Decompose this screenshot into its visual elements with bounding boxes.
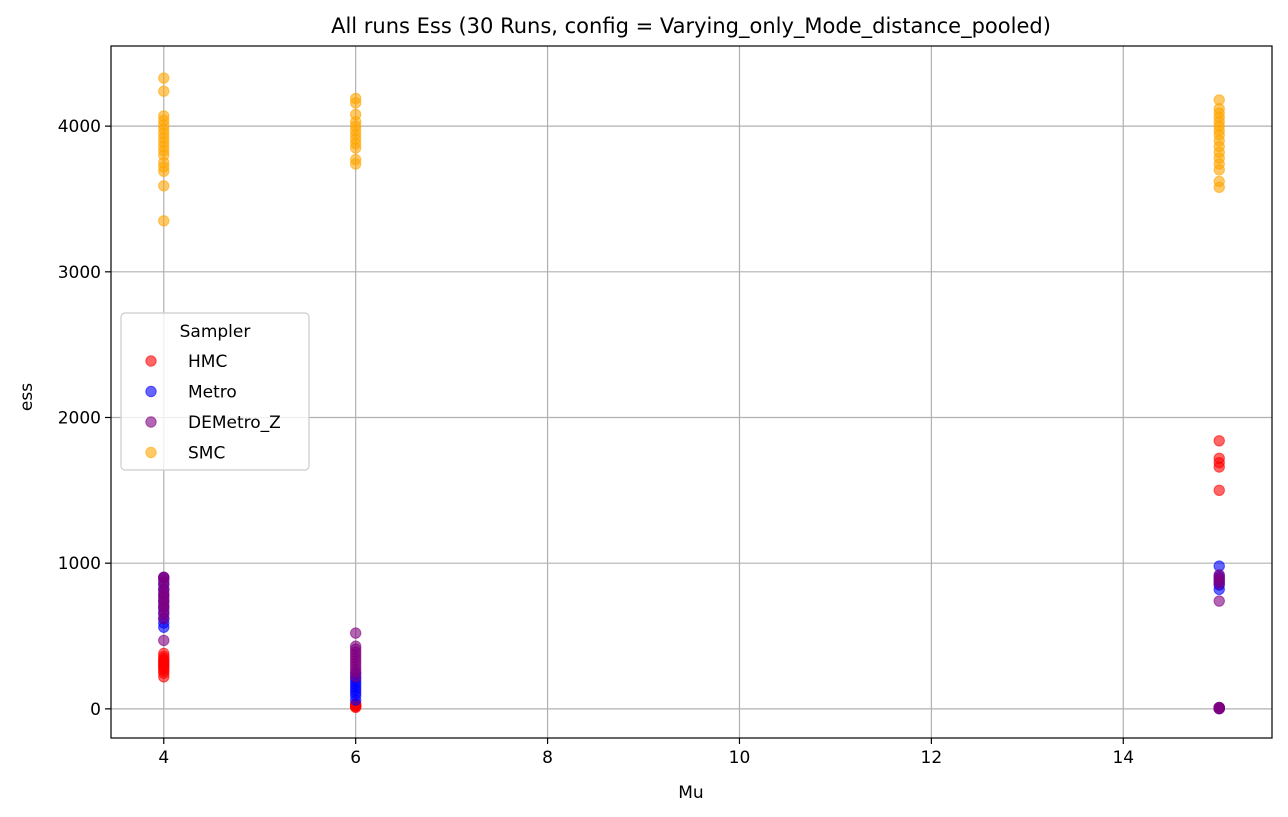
legend-marker [145, 446, 157, 459]
data-point [1213, 569, 1225, 581]
data-point [1213, 94, 1225, 106]
data-point [349, 92, 362, 105]
data-points [158, 72, 1225, 715]
data-point [158, 215, 170, 227]
legend-label: Metro [188, 383, 237, 403]
y-tick-label: 2000 [58, 408, 101, 428]
legend-item-hmc: HMC [145, 352, 227, 372]
y-tick-label: 3000 [58, 263, 101, 283]
data-point [349, 153, 362, 166]
data-point [1213, 701, 1225, 714]
data-point [158, 180, 170, 192]
data-point [1213, 175, 1225, 188]
data-point [158, 647, 170, 660]
y-tick-label: 4000 [58, 117, 101, 137]
legend-marker [145, 385, 157, 398]
data-point [1213, 435, 1225, 447]
x-tick-label: 4 [158, 748, 169, 768]
data-point [158, 72, 170, 84]
data-point [158, 110, 170, 122]
x-tick-label: 12 [921, 748, 943, 768]
y-axis-label: ess [17, 383, 37, 411]
x-tick-label: 8 [542, 748, 553, 768]
x-tick-label: 14 [1112, 748, 1134, 768]
legend-box [120, 312, 310, 471]
data-point [349, 640, 362, 652]
legend-item-smc: SMC [145, 444, 225, 464]
legend-items: HMC Metro DEMetro_Z SMC [145, 352, 281, 464]
data-point [158, 85, 170, 97]
legend: Sampler HMC Metro DEMetro_Z SMC [120, 312, 310, 471]
data-point [349, 627, 362, 639]
series-demetro-z [158, 569, 1225, 715]
legend-title: Sampler [180, 322, 251, 342]
series-hmc [158, 435, 1225, 715]
x-axis-label: Mu [678, 783, 703, 803]
data-point [1213, 452, 1225, 464]
legend-label: DEMetro_Z [188, 413, 281, 433]
y-tick-label: 1000 [58, 554, 101, 574]
legend-item-demetro-z: DEMetro_Z [145, 413, 281, 433]
data-point [158, 571, 170, 583]
legend-label: HMC [188, 352, 227, 372]
axis-ticks: 4 6 8 10 12 14 0 1000 2000 3000 4000 [58, 117, 1134, 768]
data-point [1213, 484, 1225, 497]
data-point [1213, 595, 1225, 607]
plot-frame [110, 45, 1273, 739]
data-point [158, 634, 170, 647]
chart-title: All runs Ess (30 Runs, config = Varying_… [331, 14, 1051, 39]
series-metro [158, 560, 1225, 715]
y-tick-label: 0 [90, 700, 101, 720]
x-tick-label: 6 [350, 748, 361, 768]
series-smc [158, 72, 1225, 227]
data-point [349, 108, 362, 121]
grid-lines [111, 46, 1272, 738]
legend-marker [145, 355, 157, 367]
x-tick-label: 10 [729, 748, 751, 768]
legend-item-metro: Metro [145, 383, 237, 403]
legend-label: SMC [188, 444, 225, 464]
legend-marker [145, 416, 157, 428]
